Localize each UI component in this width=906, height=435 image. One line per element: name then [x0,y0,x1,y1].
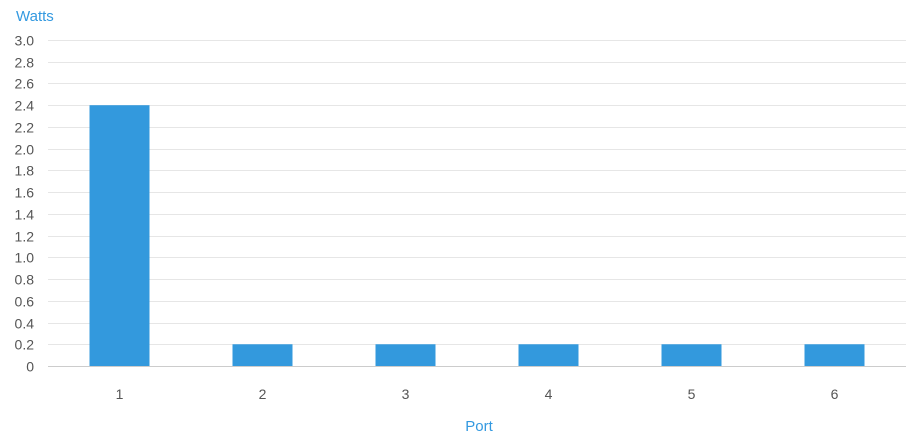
y-tick-label: 0.2 [15,337,35,353]
y-tick-label: 2.2 [15,120,35,136]
y-axis-title: Watts [16,8,54,25]
x-axis-ticks: 1 2 3 4 5 6 [116,386,839,402]
y-axis-ticks: 0 0.2 0.4 0.6 0.8 1.0 1.2 1.4 1.6 1.8 2.0 2.2 2.4 2.6… [15,33,35,375]
y-tick-label: 1.2 [15,229,35,245]
y-tick-label: 2.0 [15,142,35,158]
y-tick-label: 2.8 [15,55,35,71]
y-tick-label: 0.6 [15,294,35,310]
x-tick-label: 2 [259,386,267,402]
y-tick-label: 1.4 [15,207,35,223]
x-tick-label: 3 [402,386,410,402]
bars [89,105,865,366]
bar-port-3[interactable] [375,344,436,366]
y-tick-label: 1.0 [15,250,35,266]
x-tick-label: 1 [116,386,124,402]
bar-port-6[interactable] [804,344,865,366]
y-tick-label: 3.0 [15,33,35,49]
x-axis-title: Port [465,418,493,435]
y-tick-label: 1.6 [15,185,35,201]
bar-port-2[interactable] [232,344,293,366]
bar-port-4[interactable] [518,344,579,366]
y-tick-label: 2.4 [15,98,35,114]
y-tick-label: 2.6 [15,76,35,92]
bar-port-5[interactable] [661,344,722,366]
y-tick-label: 1.8 [15,163,35,179]
bar-port-1[interactable] [89,105,150,366]
x-tick-label: 4 [545,386,553,402]
x-tick-label: 5 [688,386,696,402]
y-tick-label: 0 [26,359,34,375]
y-tick-label: 0.4 [15,316,35,332]
grid-lines [48,40,906,345]
x-tick-label: 6 [831,386,839,402]
y-tick-label: 0.8 [15,272,35,288]
